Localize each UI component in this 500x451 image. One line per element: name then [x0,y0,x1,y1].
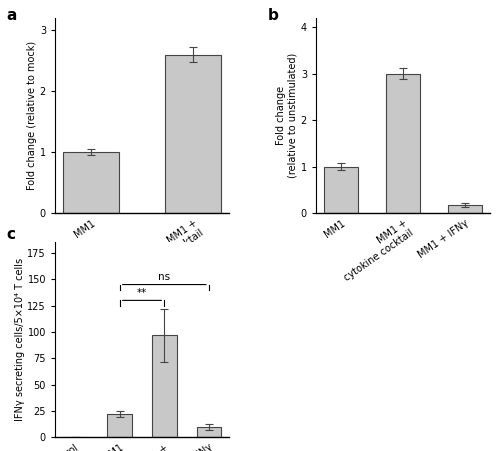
Bar [196,427,221,437]
Text: **: ** [137,288,147,298]
Bar [152,335,176,437]
Text: b: b [268,8,278,23]
Text: c: c [6,227,16,242]
Bar [386,74,420,213]
Text: ns: ns [158,272,170,282]
Bar [108,414,132,437]
Y-axis label: Fold change
(relative to unstimulated): Fold change (relative to unstimulated) [276,53,298,178]
Text: a: a [6,8,16,23]
Bar [448,205,482,213]
Y-axis label: Fold change (relative to mock): Fold change (relative to mock) [27,41,37,190]
Y-axis label: IFNγ secreting cells/5×10⁴ T cells: IFNγ secreting cells/5×10⁴ T cells [14,258,24,422]
Bar [63,152,119,213]
Bar [324,167,358,213]
Bar [165,55,221,213]
